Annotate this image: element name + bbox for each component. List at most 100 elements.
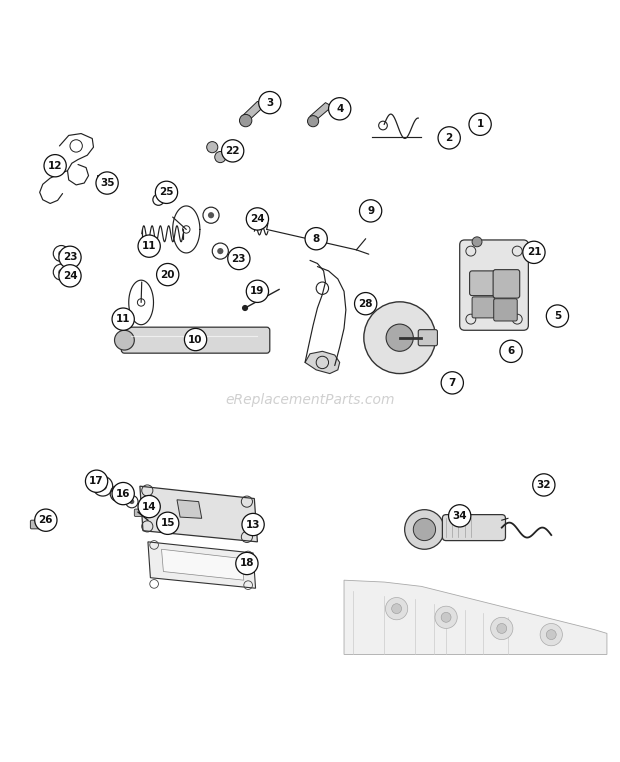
Circle shape: [540, 623, 562, 645]
Text: 13: 13: [246, 520, 260, 530]
Text: 5: 5: [554, 311, 561, 321]
Circle shape: [217, 248, 223, 255]
Polygon shape: [140, 486, 257, 542]
Circle shape: [35, 509, 57, 531]
Text: 15: 15: [161, 518, 175, 528]
Circle shape: [236, 552, 258, 575]
Circle shape: [138, 495, 161, 517]
Text: 1: 1: [477, 120, 484, 130]
Circle shape: [441, 372, 463, 394]
Circle shape: [156, 181, 177, 203]
Circle shape: [86, 470, 108, 492]
Text: 28: 28: [358, 299, 373, 309]
FancyBboxPatch shape: [469, 271, 496, 296]
Text: 17: 17: [89, 476, 104, 486]
Circle shape: [305, 228, 327, 250]
Text: 24: 24: [63, 271, 78, 281]
Circle shape: [208, 212, 214, 218]
Circle shape: [497, 623, 507, 633]
Circle shape: [448, 504, 471, 527]
Text: 4: 4: [336, 104, 343, 114]
Circle shape: [546, 629, 556, 639]
Text: 9: 9: [367, 206, 374, 216]
Text: 35: 35: [100, 178, 114, 188]
FancyBboxPatch shape: [494, 299, 517, 321]
Polygon shape: [310, 103, 332, 120]
Circle shape: [308, 116, 319, 126]
Circle shape: [414, 518, 436, 540]
Polygon shape: [148, 542, 255, 588]
Polygon shape: [162, 549, 244, 580]
Circle shape: [157, 512, 179, 534]
Circle shape: [386, 324, 414, 351]
Polygon shape: [344, 580, 607, 655]
Circle shape: [184, 328, 206, 351]
Circle shape: [469, 113, 491, 136]
Polygon shape: [177, 500, 202, 518]
Text: 12: 12: [48, 161, 63, 171]
Circle shape: [360, 200, 382, 222]
Circle shape: [500, 340, 522, 363]
Circle shape: [138, 235, 161, 258]
Circle shape: [438, 126, 460, 149]
Text: 22: 22: [226, 146, 240, 156]
Circle shape: [405, 510, 445, 549]
Circle shape: [435, 607, 457, 629]
FancyBboxPatch shape: [472, 297, 494, 318]
Text: 16: 16: [116, 488, 130, 498]
Circle shape: [441, 613, 451, 623]
Circle shape: [546, 305, 569, 327]
Circle shape: [472, 237, 482, 247]
Circle shape: [364, 302, 436, 373]
Polygon shape: [305, 351, 340, 373]
Circle shape: [58, 251, 64, 257]
Text: 20: 20: [161, 270, 175, 280]
FancyBboxPatch shape: [443, 514, 505, 540]
Circle shape: [112, 308, 135, 330]
Circle shape: [242, 305, 248, 311]
Text: 7: 7: [449, 378, 456, 388]
Circle shape: [215, 152, 226, 162]
Circle shape: [239, 114, 252, 126]
Text: 26: 26: [38, 515, 53, 525]
Circle shape: [206, 142, 218, 152]
Circle shape: [490, 617, 513, 639]
Circle shape: [221, 139, 244, 162]
Text: 23: 23: [63, 252, 78, 262]
Circle shape: [58, 269, 64, 275]
Text: 8: 8: [312, 234, 320, 244]
Text: 25: 25: [159, 187, 174, 197]
FancyBboxPatch shape: [30, 520, 44, 529]
Circle shape: [259, 91, 281, 114]
Text: 3: 3: [266, 98, 273, 107]
FancyBboxPatch shape: [418, 330, 438, 346]
Bar: [97, 175, 110, 180]
FancyBboxPatch shape: [122, 327, 270, 353]
Circle shape: [112, 482, 135, 504]
Text: 11: 11: [116, 314, 130, 324]
Circle shape: [115, 330, 135, 350]
Circle shape: [533, 474, 555, 496]
Circle shape: [99, 482, 107, 491]
Circle shape: [44, 155, 66, 177]
Text: 14: 14: [142, 501, 156, 511]
Polygon shape: [242, 101, 265, 120]
Text: 32: 32: [536, 480, 551, 490]
Text: 6: 6: [507, 346, 515, 357]
FancyBboxPatch shape: [459, 240, 528, 330]
Circle shape: [130, 499, 135, 504]
Circle shape: [242, 514, 264, 536]
Text: 10: 10: [188, 335, 203, 344]
Circle shape: [228, 248, 250, 270]
Circle shape: [59, 246, 81, 268]
Text: 34: 34: [453, 511, 467, 521]
Circle shape: [115, 490, 122, 498]
Circle shape: [523, 242, 545, 264]
FancyBboxPatch shape: [493, 270, 520, 298]
Circle shape: [96, 172, 118, 194]
Circle shape: [246, 208, 268, 230]
Text: 21: 21: [526, 248, 541, 258]
Circle shape: [59, 264, 81, 287]
Circle shape: [329, 98, 351, 120]
Circle shape: [392, 604, 402, 613]
